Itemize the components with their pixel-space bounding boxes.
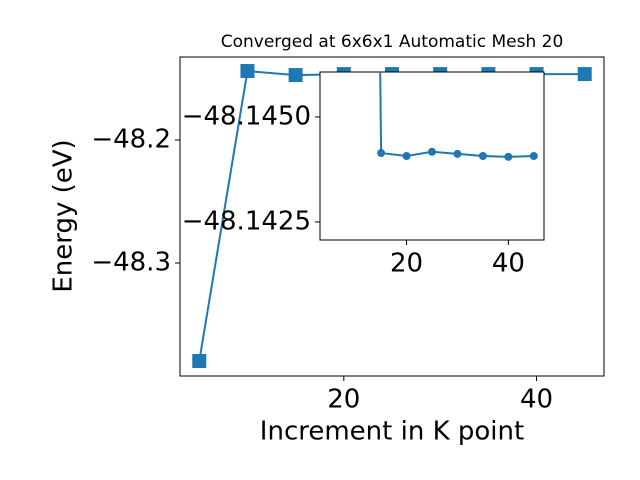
x-tick-label: 20 — [390, 249, 423, 279]
marker — [192, 353, 207, 368]
marker — [402, 152, 411, 160]
line — [379, 72, 534, 158]
marker — [453, 149, 462, 158]
marker — [377, 149, 386, 158]
marker — [504, 152, 513, 161]
x-tick-label: 40 — [520, 385, 553, 415]
y-axis-label: Energy (eV) — [49, 139, 79, 292]
marker — [288, 68, 303, 83]
chart-title: Converged at 6x6x1 Automatic Mesh 20 — [221, 32, 564, 52]
marker — [529, 152, 538, 160]
y-tick-label: −48.1425 — [182, 206, 311, 236]
x-tick-label: 40 — [492, 249, 525, 279]
series — [377, 72, 538, 161]
x-axis-label: Increment in K point — [260, 417, 524, 447]
x-tick-label: 20 — [327, 385, 360, 415]
y-tick-label: −48.1450 — [182, 101, 311, 131]
marker — [240, 64, 255, 79]
y-tick-label: −48.3 — [91, 247, 171, 277]
marker — [428, 147, 436, 156]
marker — [577, 67, 592, 82]
y-tick-label: −48.2 — [91, 125, 171, 155]
marker — [478, 152, 487, 160]
